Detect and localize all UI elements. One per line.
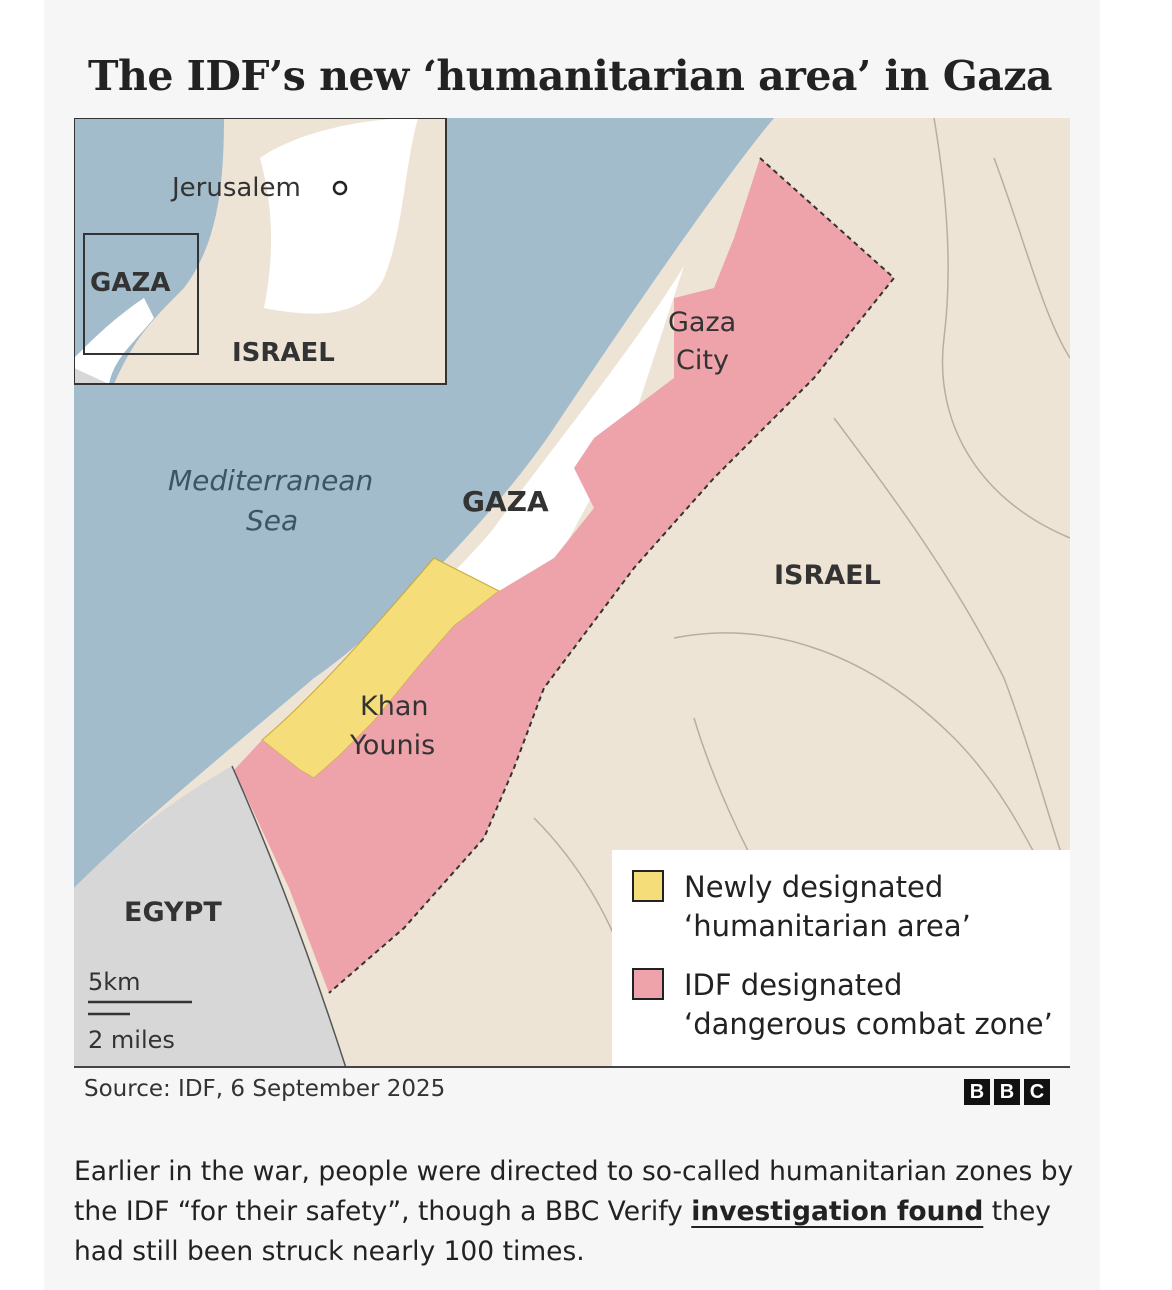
legend-swatch-yellow: [632, 870, 664, 902]
legend-text: IDF designated ‘dangerous combat zone’: [684, 966, 1053, 1044]
map-title: The IDF’s new ‘humanitarian area’ in Gaz…: [88, 52, 1053, 100]
source-divider: [74, 1066, 1070, 1068]
jerusalem-marker: [332, 180, 348, 196]
combat-zone: [234, 158, 894, 993]
legend-label-line2: ‘humanitarian area’: [684, 909, 971, 943]
investigation-link[interactable]: investigation found: [691, 1196, 984, 1227]
legend-swatch-pink: [632, 968, 664, 1000]
map: Jerusalem GAZA ISRAEL Gaza City GAZA ISR…: [74, 118, 1070, 1068]
khan-younis-label-line2: Younis: [349, 730, 435, 761]
bbc-logo-letter: B: [964, 1079, 990, 1105]
map-canvas: Jerusalem GAZA ISRAEL Gaza City GAZA ISR…: [74, 118, 1070, 1068]
bbc-logo-letter: C: [1024, 1079, 1050, 1105]
bbc-logo: B B C: [964, 1079, 1050, 1105]
inset-gaza-label: GAZA: [90, 268, 170, 298]
legend-label-line1: Newly designated: [684, 870, 944, 904]
legend-label-line2: ‘dangerous combat zone’: [684, 1007, 1053, 1041]
inset-jerusalem-label: Jerusalem: [170, 173, 301, 203]
gaza-city-label-line1: Gaza: [668, 307, 736, 338]
khan-younis-label-line1: Khan: [360, 691, 428, 722]
egypt-land: [74, 766, 346, 1068]
caption-text-before: Earlier in the war, people were directed…: [74, 1156, 1074, 1227]
israel-label: ISRAEL: [774, 560, 881, 591]
caption-text-after: they had still been struck nearly 100 ti…: [74, 1196, 1051, 1267]
egypt-label: EGYPT: [124, 897, 222, 928]
egypt-border: [231, 765, 347, 1068]
sea-label-line2: Sea: [246, 504, 298, 537]
gaza-israel-border: [328, 157, 896, 994]
legend-text: Newly designated ‘humanitarian area’: [684, 868, 971, 946]
inset-israel-label: ISRAEL: [232, 338, 335, 368]
sea-label-line1: Mediterranean: [168, 464, 373, 497]
article-paragraph: Earlier in the war, people were directed…: [74, 1152, 1084, 1272]
scale-miles-label: 2 miles: [88, 1026, 175, 1054]
inset-map: Jerusalem GAZA ISRAEL: [74, 118, 447, 385]
legend-label-line1: IDF designated: [684, 968, 903, 1002]
legend-item-combat-zone: IDF designated ‘dangerous combat zone’: [632, 966, 1053, 1044]
legend-item-humanitarian-area: Newly designated ‘humanitarian area’: [632, 868, 971, 946]
gaza-label: GAZA: [462, 485, 549, 518]
scale-km-label: 5km: [88, 968, 141, 996]
gaza-city-label-line2: City: [676, 345, 729, 376]
source-note: Source: IDF, 6 September 2025: [84, 1076, 446, 1102]
legend: Newly designated ‘humanitarian area’ IDF…: [612, 850, 1070, 1066]
inset-gaza-box: [83, 233, 199, 355]
bbc-logo-letter: B: [994, 1079, 1020, 1105]
